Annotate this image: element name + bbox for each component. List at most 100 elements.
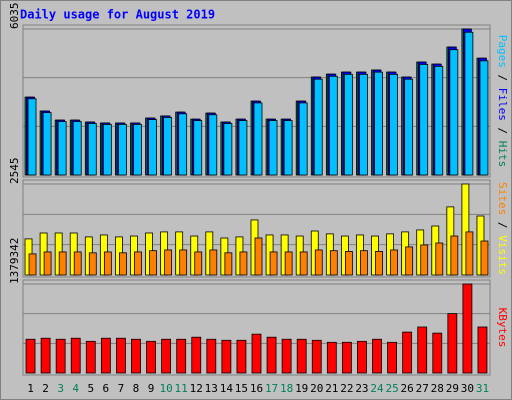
bar [87,123,97,176]
x-tick-label: 1 [27,382,34,395]
bar [311,339,322,374]
bar [449,49,459,176]
bar [206,338,217,374]
x-tick-label: 11 [175,382,188,395]
bar [405,246,414,276]
bar [434,65,444,176]
x-tick-label: 13 [205,382,218,395]
bar [266,336,277,374]
bar [131,338,141,374]
legend-separator: / [496,215,509,235]
bar [25,338,36,374]
y-tick-label: 6035 [8,3,21,30]
legend-entry: Visits [496,235,509,275]
bar [461,183,470,276]
x-tick-label: 4 [72,382,79,395]
bar [163,117,173,176]
bar [480,240,489,276]
x-tick-label: 24 [370,382,384,395]
bar [479,60,489,176]
bar [224,252,233,276]
x-tick-label: 28 [431,382,444,395]
bar [341,341,352,374]
bar [73,251,82,276]
bar [419,64,429,176]
legend-entry: Pages [496,35,509,68]
bar [239,251,248,276]
bar [57,121,67,176]
bar [374,71,383,176]
bar [420,244,429,276]
bar [269,251,278,276]
bar [432,332,443,374]
bar [268,120,278,176]
x-tick-label: 5 [87,382,94,395]
bar [326,341,337,374]
bar [191,336,202,374]
bar [40,337,51,374]
bar [390,249,398,276]
bar [281,338,292,374]
bar [375,251,383,276]
bar [146,340,156,374]
bar [283,120,293,176]
bar [102,124,112,176]
bar [254,237,263,276]
bar [209,249,218,276]
bar [464,31,474,176]
x-tick-label: 30 [461,382,474,395]
x-tick-label: 6 [103,382,110,395]
x-tick-label: 21 [325,382,338,395]
bar [387,341,397,374]
bar [134,251,142,276]
bar [149,250,157,276]
legend-entry: Hits [496,141,509,168]
bar [27,98,37,176]
y-tick-label: 1379342 [8,238,21,284]
bar [404,78,414,176]
bar [313,78,323,176]
x-tick-label: 16 [250,382,263,395]
bar [343,73,353,176]
bar [372,338,382,374]
x-tick-label: 9 [148,382,155,395]
x-tick-label: 17 [265,382,278,395]
x-tick-label: 29 [446,382,459,395]
legend-entry: Files [496,88,509,121]
bar [477,326,488,374]
bar [223,123,233,176]
legend-separator: / [496,121,509,141]
legend: Sites / Visits [496,182,509,275]
bar [161,338,172,374]
bar [251,333,262,374]
x-tick-label: 25 [385,382,398,395]
bar [43,251,52,276]
chart-title: Daily usage for August 2019 [20,8,215,22]
bar [329,250,338,276]
x-tick-label: 12 [190,382,203,395]
x-tick-label: 15 [235,382,248,395]
bar [88,252,97,276]
bar [435,242,444,276]
bar [284,251,293,276]
bar [417,326,428,374]
bar [465,231,474,276]
bar [55,338,66,374]
bar [119,252,127,276]
bar [360,250,368,276]
bar [221,339,232,374]
bar [298,102,308,176]
x-tick-label: 26 [401,382,414,395]
x-tick-label: 31 [476,382,489,395]
x-tick-label: 27 [416,382,429,395]
bar [103,251,112,276]
x-tick-label: 7 [118,382,125,395]
bar [133,124,142,176]
x-tick-label: 8 [133,382,140,395]
x-tick-label: 3 [57,382,64,395]
bar [447,313,458,374]
bar [314,249,323,276]
bar [357,340,367,374]
bar [28,253,37,276]
x-tick-label: 19 [295,382,308,395]
